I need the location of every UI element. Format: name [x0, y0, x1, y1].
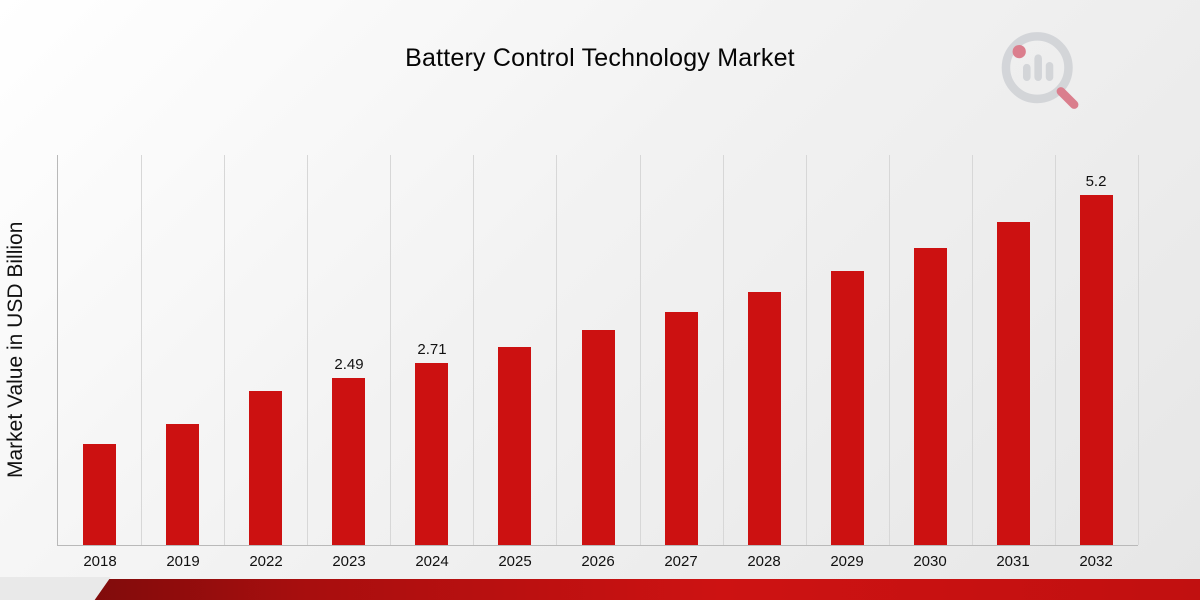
bar-2029 [831, 271, 864, 545]
logo-red-dot-icon [1012, 44, 1026, 59]
x-tick-2022: 2022 [249, 553, 283, 570]
gridline [723, 155, 724, 545]
brand-logo-watermark [1001, 32, 1079, 109]
x-tick-2023: 2023 [332, 553, 366, 570]
gridline [889, 155, 890, 545]
bar-value-label-2032: 5.2 [1085, 173, 1107, 190]
gridline [224, 155, 225, 545]
gridline [640, 155, 641, 545]
gridline [307, 155, 308, 545]
bar-2023 [332, 378, 365, 545]
x-tick-2028: 2028 [747, 553, 781, 570]
bar-2031 [997, 222, 1030, 545]
x-tick-2027: 2027 [664, 553, 698, 570]
gridline [972, 155, 973, 545]
y-axis-label: Market Value in USD Billion [4, 221, 27, 479]
x-tick-2025: 2025 [498, 553, 532, 570]
logo-ring [1001, 32, 1073, 104]
logo-magnifier-handle-icon [1056, 87, 1079, 109]
x-tick-2029: 2029 [830, 553, 864, 570]
bar-2032 [1080, 195, 1113, 545]
gridline [806, 155, 807, 545]
bar-2030 [914, 248, 947, 545]
ribbon-notch [0, 577, 111, 600]
bar-2019 [166, 424, 199, 545]
bar-2024 [415, 363, 448, 545]
chart-title: Battery Control Technology Market [405, 44, 795, 72]
bar-2018 [83, 444, 116, 545]
gridline [1138, 155, 1139, 545]
x-tick-2018: 2018 [83, 553, 117, 570]
logo-bar-icon [1045, 62, 1054, 81]
gridline [473, 155, 474, 545]
bar-value-label-2024: 2.71 [417, 341, 447, 358]
bar-value-label-2023: 2.49 [334, 356, 364, 373]
logo-bar-icon [1034, 54, 1042, 81]
gridline [141, 155, 142, 545]
bar-2026 [582, 330, 615, 545]
x-tick-2030: 2030 [913, 553, 947, 570]
bar-2028 [748, 292, 781, 545]
bar-2027 [665, 312, 698, 545]
gridline [1055, 155, 1056, 545]
logo-bar-icon [1023, 63, 1031, 81]
x-tick-2019: 2019 [166, 553, 200, 570]
plot-area: 2018 2019 2022 2.49 2023 2.71 2024 2025 2026 2027… [57, 155, 1139, 570]
x-tick-2031: 2031 [996, 553, 1030, 570]
x-tick-2024: 2024 [415, 553, 449, 570]
gridline [390, 155, 391, 545]
bar-2022 [249, 391, 282, 545]
bar-2025 [498, 347, 531, 545]
gridline [556, 155, 557, 545]
x-tick-2032: 2032 [1079, 553, 1113, 570]
bottom-red-ribbon [0, 577, 1200, 600]
x-tick-2026: 2026 [581, 553, 615, 570]
